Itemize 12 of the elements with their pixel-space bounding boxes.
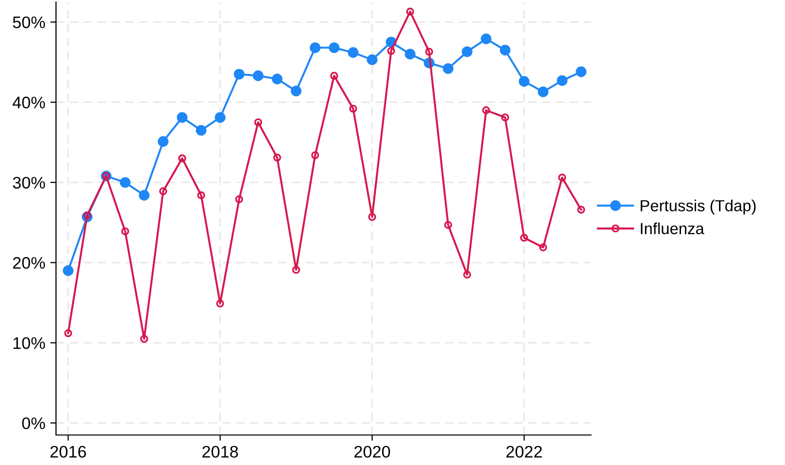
legend-label: Pertussis (Tdap) [640, 200, 756, 215]
legend-label: Influenza [640, 222, 704, 234]
x-tick-label: 2022 [506, 446, 542, 458]
y-tick-label: 30% [12, 176, 45, 189]
y-tick-label: 40% [12, 96, 45, 108]
y-tick-label: 20% [13, 257, 45, 269]
x-tick-label: 2016 [50, 446, 86, 458]
y-tick-label: 50% [12, 16, 45, 28]
x-tick-label: 2018 [202, 446, 238, 458]
x-tick-label: 2020 [354, 446, 390, 458]
y-tick-label: 0% [22, 417, 45, 430]
y-tick-label: 10% [13, 337, 45, 349]
